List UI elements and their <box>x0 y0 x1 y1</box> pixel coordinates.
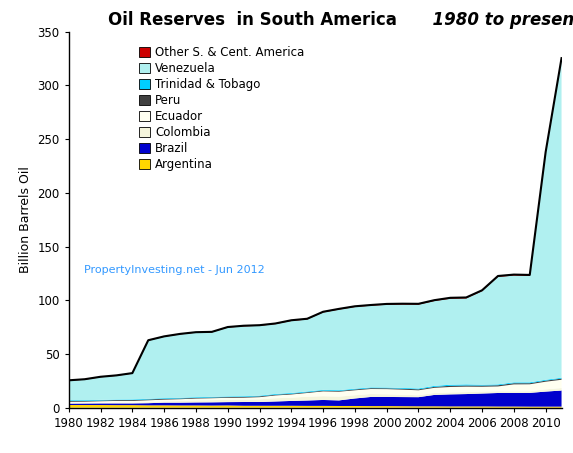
Text: PropertyInvesting.net - Jun 2012: PropertyInvesting.net - Jun 2012 <box>84 265 264 275</box>
Text: Oil Reserves  in South America: Oil Reserves in South America <box>108 11 397 29</box>
Legend: Other S. & Cent. America, Venezuela, Trinidad & Tobago, Peru, Ecuador, Colombia,: Other S. & Cent. America, Venezuela, Tri… <box>134 41 309 175</box>
Text: 1980 to present: 1980 to present <box>421 11 573 29</box>
Y-axis label: Billion Barrels Oil: Billion Barrels Oil <box>19 166 32 273</box>
